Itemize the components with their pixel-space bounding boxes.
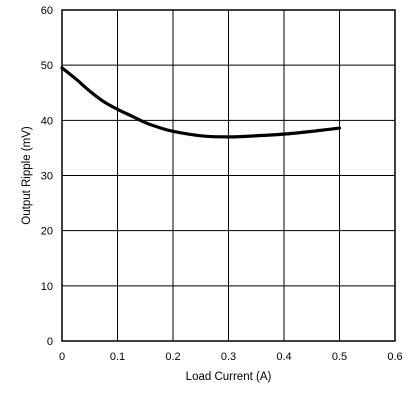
x-tick-label: 0.5 (332, 351, 347, 363)
x-axis-label: Load Current (A) (186, 371, 272, 383)
y-tick-label: 10 (41, 281, 53, 293)
series-line-0 (60, 66, 342, 139)
grid (61, 9, 396, 342)
y-tick-label: 60 (41, 5, 53, 17)
y-tick-label: 30 (41, 171, 53, 183)
y-tick-label: 20 (41, 226, 53, 238)
x-tick-label: 0.6 (387, 351, 402, 363)
series-group (60, 66, 342, 139)
y-axis-label: Output Ripple (mV) (21, 126, 33, 225)
x-tick-label: 0.2 (165, 351, 180, 363)
x-tick-label: 0.4 (276, 351, 291, 363)
x-axis-ticks: 0 0.1 0.2 0.3 0.4 0.5 0.6 (59, 351, 403, 363)
x-tick-label: 0 (59, 351, 65, 363)
x-tick-label: 0.1 (110, 351, 125, 363)
x-tick-label: 0.3 (221, 351, 236, 363)
y-tick-label: 0 (47, 336, 53, 348)
y-tick-label: 50 (41, 60, 53, 72)
y-axis-ticks: 0 10 20 30 40 50 60 (41, 5, 53, 348)
y-tick-label: 40 (41, 115, 53, 127)
plot-area (61, 9, 396, 342)
